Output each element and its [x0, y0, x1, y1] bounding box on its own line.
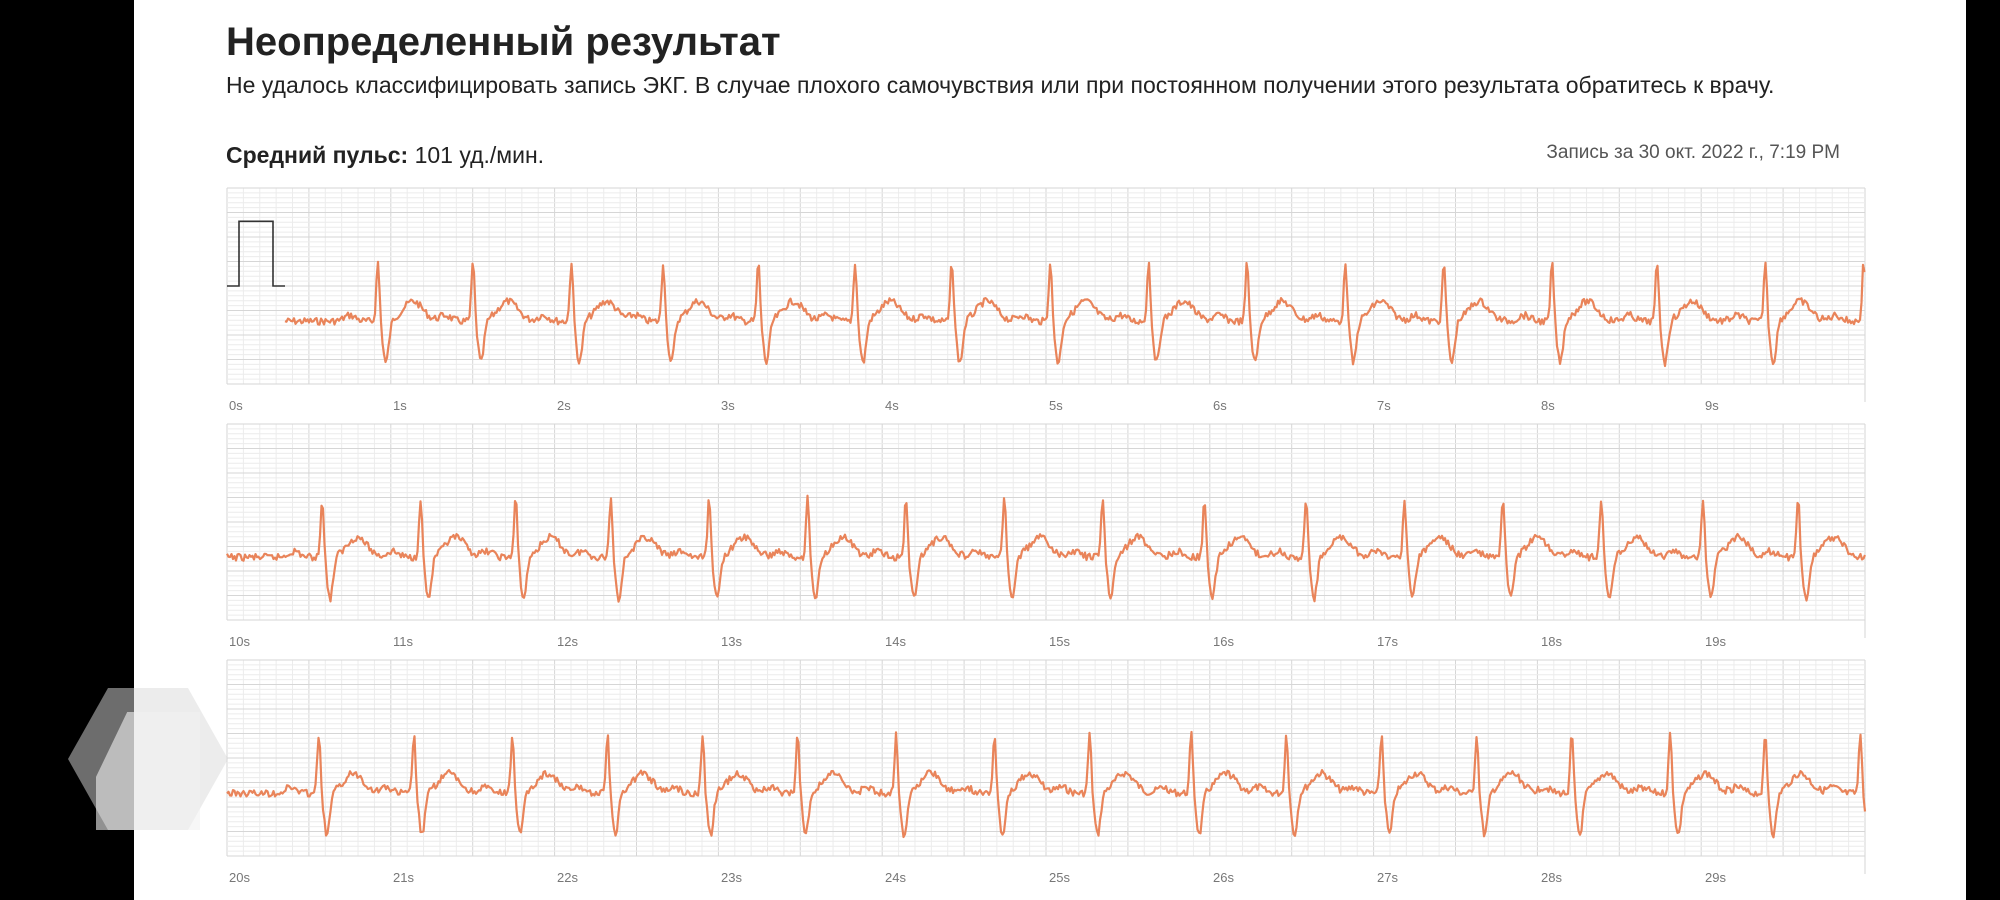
- average-pulse: Средний пульс: 101 уд./мин.: [226, 142, 544, 169]
- time-tick-label: 20s: [229, 870, 250, 885]
- time-tick-label: 7s: [1377, 398, 1391, 413]
- ecg-strip-2: 10s 11s 12s 13s 14s 15s 16s 17s 18s 19s: [226, 423, 1867, 649]
- ecg-strip-1: 0s 1s 2s 3s 4s 5s 6s 7s 8s 9s: [226, 187, 1866, 413]
- time-tick-label: 27s: [1377, 870, 1398, 885]
- time-tick-label: 26s: [1213, 870, 1234, 885]
- time-tick-label: 13s: [721, 634, 742, 649]
- time-tick-label: 4s: [885, 398, 899, 413]
- ecg-trace: [284, 260, 1866, 368]
- time-tick-label: 21s: [393, 870, 414, 885]
- recording-date: Запись за 30 окт. 2022 г., 7:19 PM: [1546, 142, 1840, 163]
- time-tick-label: 25s: [1049, 870, 1070, 885]
- time-tick-label: 14s: [885, 634, 906, 649]
- time-tick-label: 24s: [885, 870, 906, 885]
- calibration-pulse: [227, 220, 285, 287]
- time-tick-label: 11s: [393, 634, 413, 649]
- time-tick-label: 9s: [1705, 398, 1719, 413]
- time-tick-label: 22s: [557, 870, 578, 885]
- time-tick-label: 15s: [1049, 634, 1070, 649]
- ecg-trace: [226, 494, 1867, 603]
- ecg-grid: [226, 659, 1866, 874]
- ecg-chart: 0s 1s 2s 3s 4s 5s 6s 7s 8s 9s 10s 11s 12s 13s 14s 15s 16…: [226, 187, 1867, 885]
- ecg-trace: [226, 730, 1867, 839]
- time-tick-label: 5s: [1049, 398, 1063, 413]
- average-pulse-label: Средний пульс:: [226, 142, 409, 168]
- time-tick-label: 17s: [1377, 634, 1398, 649]
- average-pulse-value: 101 уд./мин.: [414, 142, 545, 168]
- ecg-grid: [226, 187, 1866, 402]
- page-title: Неопределенный результат: [226, 20, 781, 64]
- time-tick-label: 23s: [721, 870, 742, 885]
- ecg-report-page: Неопределенный результат Не удалось клас…: [134, 0, 1966, 900]
- time-tick-label: 16s: [1213, 634, 1234, 649]
- time-tick-label: 12s: [557, 634, 578, 649]
- time-tick-label: 28s: [1541, 870, 1562, 885]
- time-tick-label: 2s: [557, 398, 571, 413]
- time-tick-label: 19s: [1705, 634, 1726, 649]
- result-description: Не удалось классифицировать запись ЭКГ. …: [226, 72, 1775, 98]
- time-tick-label: 0s: [229, 398, 243, 413]
- time-tick-label: 29s: [1705, 870, 1726, 885]
- time-tick-label: 18s: [1541, 634, 1562, 649]
- time-tick-label: 8s: [1541, 398, 1555, 413]
- ecg-strip-3: 20s 21s 22s 23s 24s 25s 26s 27s 28s 29s: [226, 659, 1867, 885]
- time-tick-label: 10s: [229, 634, 250, 649]
- ecg-grid: [226, 423, 1866, 638]
- time-tick-label: 1s: [393, 398, 407, 413]
- time-tick-label: 6s: [1213, 398, 1227, 413]
- time-tick-label: 3s: [721, 398, 735, 413]
